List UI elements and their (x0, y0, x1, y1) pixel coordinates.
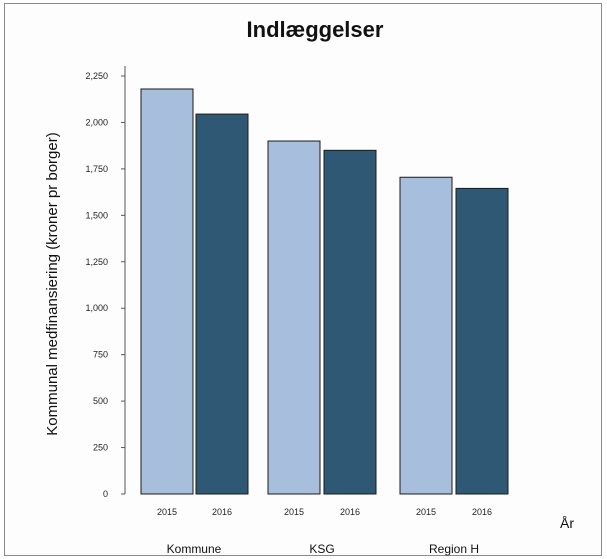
x-tick-label: 2016 (472, 507, 492, 517)
y-ticks: 0 250 500 750 1,000 1,250 1,500 1,750 2,000 2,250 (85, 71, 125, 499)
y-tick-label: 1,500 (85, 210, 108, 220)
bar-2015 (267, 140, 321, 495)
bar-2015 (399, 176, 453, 495)
x-tick-label: 2015 (284, 507, 304, 517)
x-tick-label: 2016 (340, 507, 360, 517)
bar-2016 (455, 187, 509, 495)
x-ticks: 2015 2016 2015 2016 2015 2016 (157, 507, 492, 517)
group-label: KSG (309, 542, 334, 556)
y-tick-label: 250 (93, 443, 108, 453)
y-tick-label: 1,750 (85, 164, 108, 174)
y-tick-label: 750 (93, 350, 108, 360)
chart: Indlæggelser Kommunal medfinansiering (k… (44, 17, 574, 556)
x-tick-label: 2016 (212, 507, 232, 517)
y-tick-label: 0 (103, 489, 108, 499)
y-tick-label: 2,250 (85, 71, 108, 81)
group-labels: Kommune KSG Region H (167, 542, 479, 556)
y-tick-label: 2,000 (85, 117, 108, 127)
x-tick-label: 2015 (157, 507, 177, 517)
y-tick-label: 1,000 (85, 303, 108, 313)
group-label: Kommune (167, 542, 222, 556)
group-label: Region H (429, 542, 479, 556)
y-axis-label: Kommunal medfinansiering (kroner pr borg… (44, 132, 61, 435)
y-tick-label: 1,250 (85, 257, 108, 267)
y-tick-label: 500 (93, 396, 108, 406)
bars (140, 88, 509, 495)
bar-2016 (195, 113, 249, 495)
chart-title: Indlæggelser (247, 17, 384, 42)
bar-2015 (140, 88, 194, 495)
x-axis-label: År (560, 515, 574, 531)
chart-frame: Indlæggelser Kommunal medfinansiering (k… (4, 3, 602, 556)
bar-2016 (323, 149, 377, 495)
x-tick-label: 2015 (416, 507, 436, 517)
